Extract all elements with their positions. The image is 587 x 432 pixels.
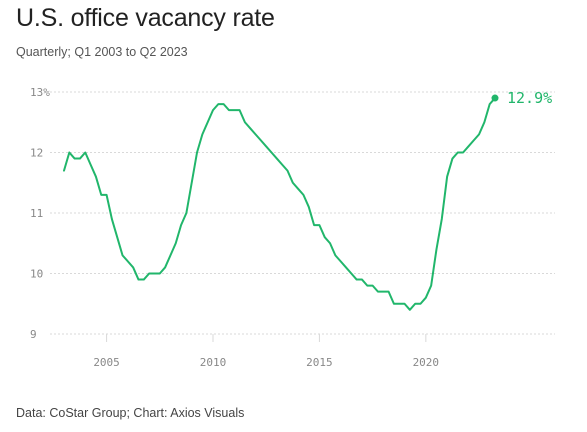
x-tick-label: 2020 bbox=[413, 356, 440, 369]
y-tick-label: 9 bbox=[30, 328, 37, 341]
x-tick-label: 2005 bbox=[93, 356, 120, 369]
x-axis-ticks: 2005 2010 2015 2020 bbox=[93, 334, 439, 369]
y-tick-label: 13% bbox=[30, 86, 50, 99]
chart-subtitle: Quarterly; Q1 2003 to Q2 2023 bbox=[16, 45, 188, 59]
source-note: Data: CoStar Group; Chart: Axios Visuals bbox=[16, 406, 245, 420]
x-tick-label: 2015 bbox=[306, 356, 333, 369]
latest-value-label: 12.9% bbox=[507, 89, 552, 107]
y-axis-ticks: 9 10 11 12 13% bbox=[30, 86, 50, 341]
vacancy-rate-line bbox=[63, 97, 496, 311]
gridlines bbox=[50, 91, 555, 335]
y-tick-label: 11 bbox=[30, 207, 43, 220]
y-tick-label: 10 bbox=[30, 268, 43, 281]
latest-value-dot bbox=[491, 94, 499, 102]
chart-title: U.S. office vacancy rate bbox=[16, 4, 275, 32]
y-tick-label: 12 bbox=[30, 147, 43, 160]
x-tick-label: 2010 bbox=[200, 356, 227, 369]
